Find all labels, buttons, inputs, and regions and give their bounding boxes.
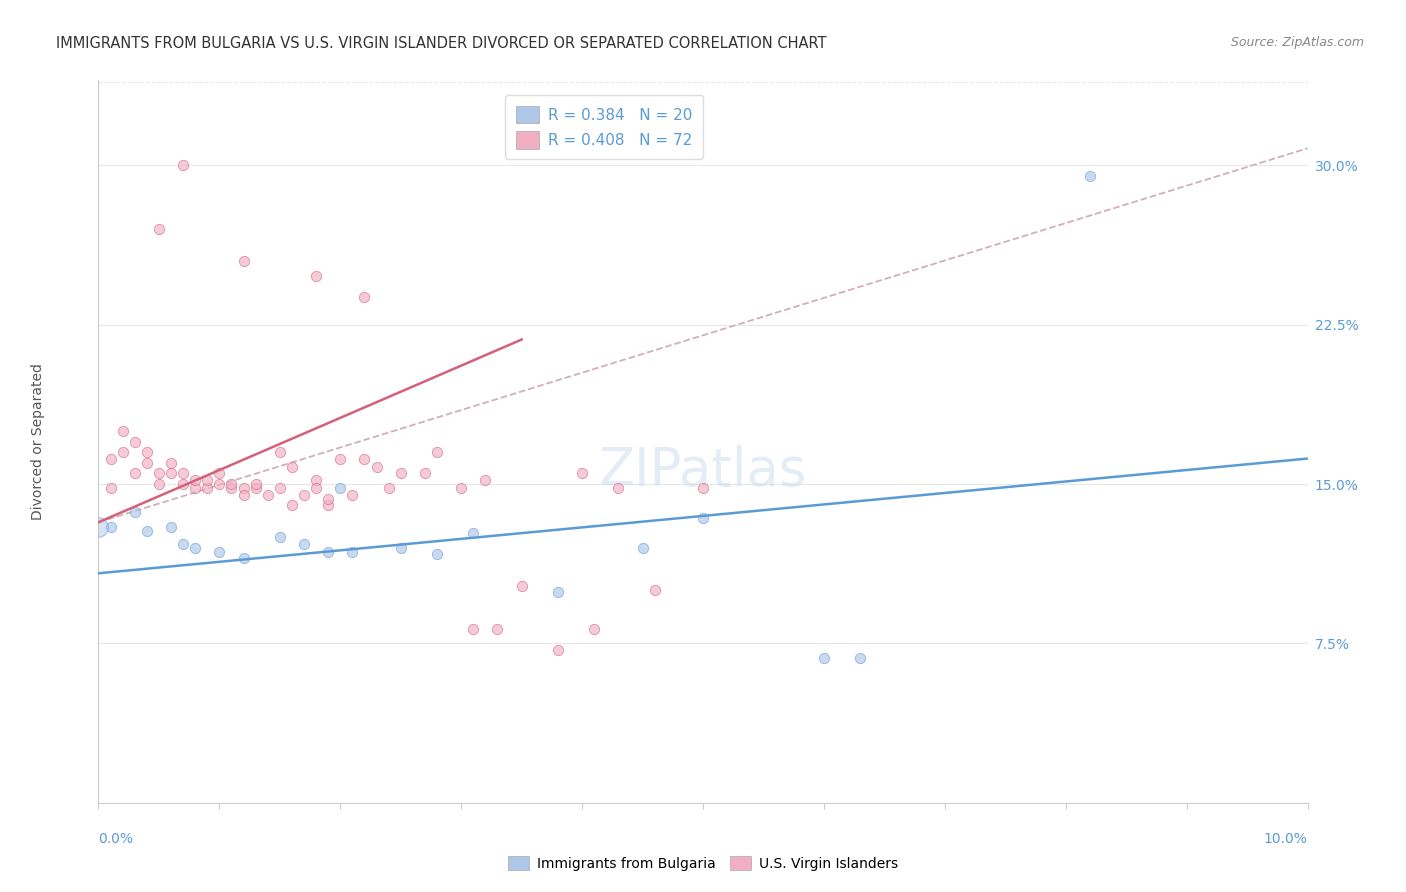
Point — [583, 622, 606, 636]
Point — [184, 473, 207, 487]
Point — [172, 477, 194, 491]
Point — [172, 467, 194, 481]
Point — [305, 481, 328, 495]
Point — [269, 445, 291, 459]
Point — [232, 551, 254, 566]
Point — [281, 498, 304, 512]
Point — [245, 477, 267, 491]
Point — [269, 481, 291, 495]
Point — [292, 536, 315, 550]
Point — [148, 477, 170, 491]
Point — [232, 481, 254, 495]
Point — [316, 545, 339, 559]
Point — [111, 445, 134, 459]
Point — [389, 467, 412, 481]
Legend: R = 0.384   N = 20, R = 0.408   N = 72: R = 0.384 N = 20, R = 0.408 N = 72 — [505, 95, 703, 160]
Point — [510, 579, 533, 593]
Point — [148, 222, 170, 236]
Point — [389, 541, 412, 555]
Point — [305, 268, 328, 283]
Point — [184, 481, 207, 495]
Point — [135, 445, 157, 459]
Point — [342, 545, 364, 559]
Point — [184, 541, 207, 555]
Point — [692, 511, 714, 525]
Point — [100, 481, 122, 495]
Point — [353, 290, 375, 304]
Point — [87, 519, 110, 533]
Point — [463, 525, 485, 540]
Text: Source: ZipAtlas.com: Source: ZipAtlas.com — [1230, 36, 1364, 49]
Point — [631, 541, 654, 555]
Point — [644, 583, 666, 598]
Point — [135, 524, 157, 538]
Point — [160, 456, 183, 470]
Point — [353, 451, 375, 466]
Point — [124, 505, 146, 519]
Point — [100, 519, 122, 533]
Point — [316, 498, 339, 512]
Point — [195, 473, 218, 487]
Point — [342, 488, 364, 502]
Point — [256, 488, 278, 502]
Point — [547, 585, 569, 599]
Point — [269, 530, 291, 544]
Point — [292, 488, 315, 502]
Point — [426, 547, 449, 561]
Point — [208, 545, 231, 559]
Point — [366, 460, 388, 475]
Point — [232, 488, 254, 502]
Point — [172, 536, 194, 550]
Point — [486, 622, 509, 636]
Point — [813, 651, 835, 665]
Point — [172, 158, 194, 172]
Point — [377, 481, 399, 495]
Point — [329, 481, 352, 495]
Point — [195, 481, 218, 495]
Point — [208, 477, 231, 491]
Point — [426, 445, 449, 459]
Point — [208, 467, 231, 481]
Text: Divorced or Separated: Divorced or Separated — [31, 363, 45, 520]
Point — [100, 451, 122, 466]
Point — [474, 473, 496, 487]
Text: 0.0%: 0.0% — [98, 831, 134, 846]
Point — [135, 456, 157, 470]
Point — [849, 651, 872, 665]
Point — [547, 642, 569, 657]
Point — [607, 481, 630, 495]
Text: 10.0%: 10.0% — [1264, 831, 1308, 846]
Point — [329, 451, 352, 466]
Point — [316, 491, 339, 506]
Point — [305, 473, 328, 487]
Point — [160, 467, 183, 481]
Legend: Immigrants from Bulgaria, U.S. Virgin Islanders: Immigrants from Bulgaria, U.S. Virgin Is… — [502, 850, 904, 876]
Point — [221, 477, 243, 491]
Point — [281, 460, 304, 475]
Point — [692, 481, 714, 495]
Point — [450, 481, 472, 495]
Text: ZIPatlas: ZIPatlas — [599, 444, 807, 497]
Point — [413, 467, 436, 481]
Point — [124, 467, 146, 481]
Point — [148, 467, 170, 481]
Point — [124, 434, 146, 449]
Point — [1078, 169, 1101, 183]
Point — [160, 519, 183, 533]
Text: IMMIGRANTS FROM BULGARIA VS U.S. VIRGIN ISLANDER DIVORCED OR SEPARATED CORRELATI: IMMIGRANTS FROM BULGARIA VS U.S. VIRGIN … — [56, 36, 827, 51]
Point — [221, 481, 243, 495]
Point — [111, 424, 134, 438]
Point — [232, 254, 254, 268]
Point — [245, 481, 267, 495]
Point — [571, 467, 593, 481]
Point — [463, 622, 485, 636]
